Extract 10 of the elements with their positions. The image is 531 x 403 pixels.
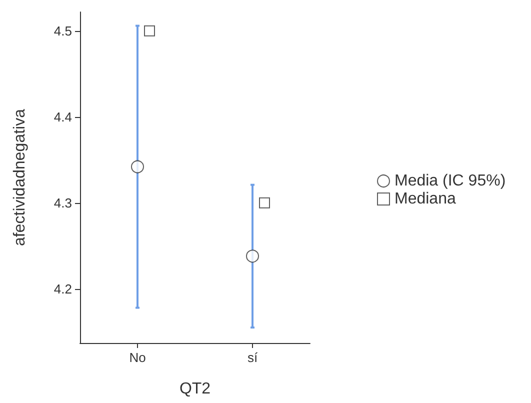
y-tick-label: 4.4 (54, 109, 72, 124)
x-tick-label: No (129, 350, 146, 365)
y-axis-title: afectividadnegativa (12, 108, 28, 246)
legend-label: Media (IC 95%) (394, 172, 506, 190)
legend-label: Mediana (394, 190, 456, 208)
y-tick-label: 4.5 (54, 23, 72, 38)
x-tick-label: sí (247, 350, 258, 365)
y-tick-label: 4.2 (54, 281, 72, 296)
y-tick-label: 4.3 (54, 195, 72, 210)
x-axis-title: QT2 (179, 380, 211, 398)
